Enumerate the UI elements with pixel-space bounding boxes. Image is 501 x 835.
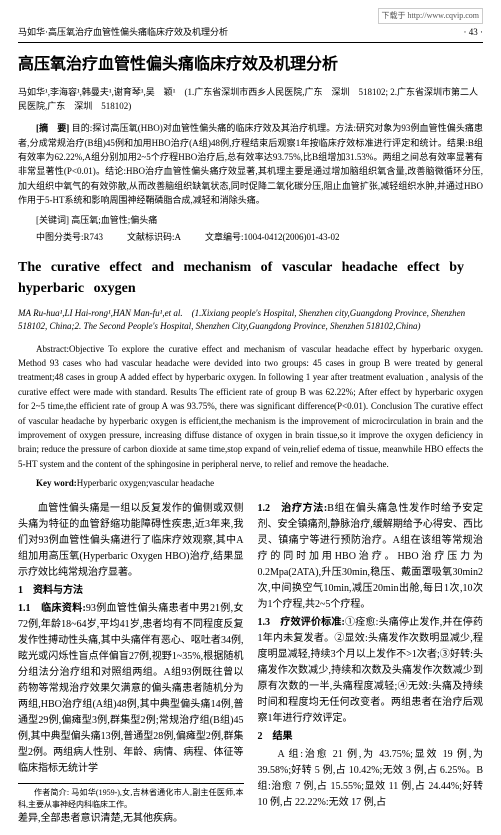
section-1-1: 1.1 临床资料:93例血管性偏头痛患者中男21例,女72例,年龄18~64岁,… <box>18 601 244 777</box>
keywords-cn-body: 高压氧;血管性;偏头痛 <box>71 215 157 225</box>
intro-paragraph: 血管性偏头痛是一组以反复发作的偏侧或双侧头痛为特征的血管舒缩功能障碍性疾患,近3… <box>18 501 244 581</box>
section-1-1-title: 1.1 临床资料: <box>18 603 86 614</box>
section-1-2-body: B组在偏头痛急性发作时给予安定剂、安全镇痛剂,静脉治疗,缓解期给予心得安、西比灵… <box>258 503 484 610</box>
abstract-english: Abstract:Objective To explore the curati… <box>18 342 483 472</box>
classification-row: 中图分类号:R743 文献标识码:A 文章编号:1004-0412(2006)0… <box>18 231 483 245</box>
abstract-cn-body: 目的:探讨高压氧(HBO)对血管性偏头痛的临床疗效及其治疗机理。方法:研究对象为… <box>18 123 483 205</box>
keywords-cn-label: [关键词] <box>36 215 69 225</box>
section-1-3-title: 1.3 疗效评价标准: <box>258 617 345 628</box>
class-no: R743 <box>84 232 104 242</box>
title-chinese: 高压氧治疗血管性偏头痛临床疗效及机理分析 <box>18 53 483 77</box>
author-note-text: 作者简介: 马如华(1959-),女,吉林省通化市人,副主任医师,本科,主要从事… <box>18 787 244 811</box>
article-no: 1004-0412(2006)01-43-02 <box>244 232 340 242</box>
keywords-chinese: [关键词] 高压氧;血管性;偏头痛 <box>18 214 483 228</box>
source-url: 下载于 http://www.cqvip.com <box>378 8 483 24</box>
title-english: The curative effect and mechanism of vas… <box>18 257 483 299</box>
section-1-2-title: 1.2 治疗方法: <box>258 503 328 514</box>
authors-chinese: 马如华¹,李海容¹,韩曼夫¹,谢育琴¹,吴 颖¹ (1.广东省深圳市西乡人民医院… <box>18 85 483 114</box>
doc-code: A <box>175 232 182 242</box>
abstract-chinese: [摘 要] 目的:探讨高压氧(HBO)对血管性偏头痛的临床疗效及其治疗机理。方法… <box>18 121 483 207</box>
keywords-english: Key word:Hyperbaric oxygen;vascular head… <box>18 477 483 491</box>
article-no-label: 文章编号: <box>205 232 244 242</box>
section-1-2: 1.2 治疗方法:B组在偏头痛急性发作时给予安定剂、安全镇痛剂,静脉治疗,缓解期… <box>258 501 484 613</box>
page-number: · 43 · <box>464 26 484 40</box>
authors-english: MA Ru-hua¹,LI Hai-rong¹,HAN Man-fu¹,et a… <box>18 307 483 334</box>
section-1-1-continued: 差异,全部患者意识清楚,无其他疾病。 <box>18 811 244 827</box>
section-2-body: A 组:治愈 21 例,为 43.75%;显效 19 例,为 39.58%;好转… <box>258 747 484 811</box>
section-1-title: 1 资料与方法 <box>18 583 244 599</box>
section-1-3: 1.3 疗效评价标准:①痊愈:头痛停止发作,并在停药1年内未复发者。②显效:头痛… <box>258 615 484 727</box>
class-no-label: 中图分类号: <box>36 232 84 242</box>
abstract-cn-label: [摘 要] <box>36 123 69 133</box>
doc-code-label: 文献标识码: <box>127 232 175 242</box>
keywords-en-label: Key word: <box>36 478 77 488</box>
running-head-left: 马如华·高压氧治疗血管性偏头痛临床疗效及机理分析 <box>18 26 228 40</box>
section-2-title: 2 结果 <box>258 729 484 745</box>
section-1-1-body: 93例血管性偏头痛患者中男21例,女72例,年龄18~64岁,平均41岁,患者均… <box>18 603 244 774</box>
keywords-en-body: Hyperbaric oxygen;vascular headache <box>77 478 214 488</box>
author-note: 作者简介: 马如华(1959-),女,吉林省通化市人,副主任医师,本科,主要从事… <box>18 783 244 811</box>
running-header: 马如华·高压氧治疗血管性偏头痛临床疗效及机理分析 · 43 · <box>18 26 483 43</box>
article-body: 血管性偏头痛是一组以反复发作的偏侧或双侧头痛为特征的血管舒缩功能障碍性疾患,近3… <box>18 501 483 827</box>
abstract-en-body: Abstract:Objective To explore the curati… <box>18 342 483 472</box>
